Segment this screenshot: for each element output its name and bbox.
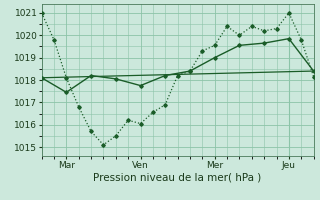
X-axis label: Pression niveau de la mer( hPa ): Pression niveau de la mer( hPa )	[93, 173, 262, 183]
